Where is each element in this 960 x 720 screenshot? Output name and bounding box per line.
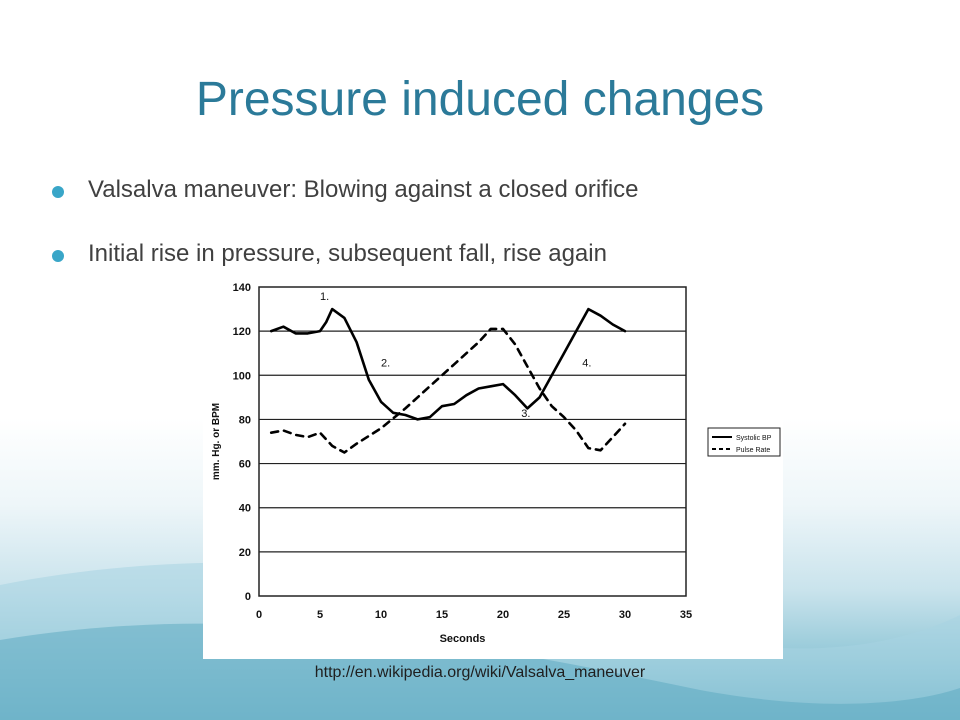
- y-tick-label: 120: [233, 326, 251, 338]
- bullet-item: Initial rise in pressure, subsequent fal…: [52, 240, 639, 304]
- y-tick-label: 80: [239, 414, 251, 426]
- legend-label: Pulse Rate: [736, 447, 770, 454]
- x-tick-label: 35: [680, 609, 692, 621]
- x-tick-label: 10: [375, 609, 387, 621]
- x-tick-label: 0: [256, 609, 262, 621]
- y-tick-label: 60: [239, 459, 251, 471]
- bullet-dot-icon: [52, 186, 64, 198]
- y-tick-label: 100: [233, 370, 251, 382]
- slide-title: Pressure induced changes: [195, 73, 765, 126]
- x-tick-label: 30: [619, 609, 631, 621]
- x-tick-label: 5: [317, 609, 323, 621]
- pulse-rate-line: [269, 327, 627, 454]
- x-tick-label: 25: [558, 609, 570, 621]
- bullet-item: Valsalva maneuver: Blowing against a clo…: [52, 176, 639, 240]
- source-link[interactable]: http://en.wikipedia.org/wiki/Valsalva_ma…: [314, 664, 646, 681]
- line-chart: 0 20 40 60 80 100 120 140 0 5 10 15 20 25 30 35 Seconds m…: [211, 282, 781, 645]
- point-annotation: 2.: [381, 357, 390, 369]
- point-annotation: 4.: [582, 357, 591, 369]
- systolic-bp-line: [269, 307, 627, 421]
- x-tick-label: 20: [497, 609, 509, 621]
- bullet-list: Valsalva maneuver: Blowing against a clo…: [52, 176, 639, 304]
- y-axis-title: mm. Hg. or BPM: [211, 403, 222, 480]
- y-tick-label: 0: [245, 591, 251, 603]
- y-tick-label: 20: [239, 547, 251, 559]
- x-axis-title: Seconds: [440, 633, 486, 645]
- y-tick-label: 40: [239, 503, 251, 515]
- x-tick-label: 15: [436, 609, 448, 621]
- bullet-text: Valsalva maneuver: Blowing against a clo…: [88, 176, 639, 203]
- point-annotation: 3.: [521, 408, 530, 420]
- point-annotation: 1.: [320, 291, 329, 303]
- legend-label: Systolic BP: [736, 435, 772, 442]
- plot-frame: [258, 286, 687, 597]
- y-tick-label: 140: [233, 282, 251, 294]
- legend-box: [707, 427, 781, 457]
- bullet-text: Initial rise in pressure, subsequent fal…: [88, 240, 607, 267]
- chart-figure: 0 20 40 60 80 100 120 140 0 5 10 15 20 25 30 35 Seconds m…: [203, 276, 783, 659]
- bullet-dot-icon: [52, 250, 64, 262]
